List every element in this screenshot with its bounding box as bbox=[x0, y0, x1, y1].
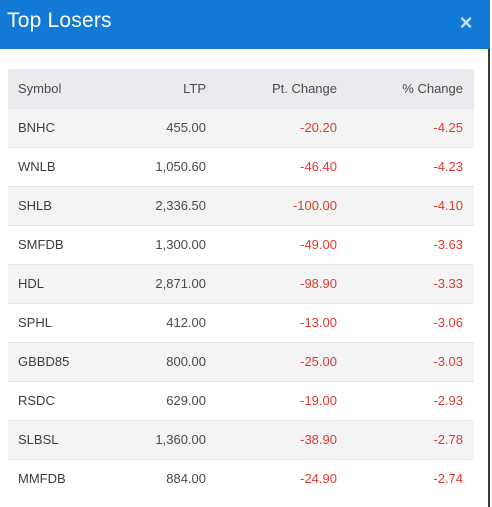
symbol-cell: RSDC bbox=[18, 393, 55, 408]
pct-change-cell: -3.33 bbox=[433, 276, 463, 291]
pct-change-cell: -3.03 bbox=[433, 354, 463, 369]
pt-change-cell: -13.00 bbox=[300, 315, 337, 330]
header-row: Symbol LTP Pt. Change % Change bbox=[8, 69, 474, 108]
column-header-pct-change[interactable]: % Change bbox=[402, 80, 463, 96]
symbol-cell: MMFDB bbox=[18, 471, 66, 487]
symbol-cell: SPHL bbox=[18, 315, 52, 330]
table-row[interactable]: SPHL 412.00 -13.00 -3.06 bbox=[8, 303, 474, 342]
pt-change-cell: -98.90 bbox=[300, 276, 337, 291]
table-row[interactable]: SHLB 2,336.50 -100.00 -4.10 bbox=[8, 186, 474, 225]
ltp-cell: 1,360.00 bbox=[155, 432, 206, 447]
symbol-cell: SHLB bbox=[18, 198, 52, 213]
symbol-cell: SLBSL bbox=[18, 432, 59, 447]
table-header: Symbol LTP Pt. Change % Change bbox=[8, 69, 474, 108]
symbol-cell: GBBD85 bbox=[18, 354, 70, 369]
ltp-cell: 629.00 bbox=[166, 393, 206, 408]
modal-title: Top Losers bbox=[7, 9, 112, 32]
pct-change-cell: -3.63 bbox=[433, 237, 463, 252]
ltp-cell: 1,300.00 bbox=[155, 237, 206, 252]
pct-change-cell: -2.78 bbox=[433, 432, 463, 447]
pt-change-cell: -100.00 bbox=[292, 198, 337, 213]
ltp-cell: 884.00 bbox=[166, 471, 206, 487]
pct-change-cell: -2.74 bbox=[433, 471, 463, 487]
symbol-cell: BNHC bbox=[18, 120, 55, 135]
table-row[interactable]: RSDC 629.00 -19.00 -2.93 bbox=[8, 381, 474, 420]
pt-change-cell: -38.90 bbox=[300, 432, 337, 447]
column-header-pt-change[interactable]: Pt. Change bbox=[271, 80, 337, 96]
close-icon[interactable]: × bbox=[459, 10, 473, 35]
symbol-cell: WNLB bbox=[18, 159, 56, 174]
table-row[interactable]: GBBD85 800.00 -25.00 -3.03 bbox=[8, 342, 474, 381]
pt-change-cell: -49.00 bbox=[300, 237, 337, 252]
ltp-cell: 800.00 bbox=[166, 354, 206, 369]
ltp-cell: 1,050.60 bbox=[155, 159, 206, 174]
pct-change-cell: -2.93 bbox=[433, 393, 463, 408]
pt-change-cell: -20.20 bbox=[300, 120, 337, 135]
column-header-ltp[interactable]: LTP bbox=[183, 80, 206, 96]
table-row[interactable]: HDL 2,871.00 -98.90 -3.33 bbox=[8, 264, 474, 303]
symbol-cell: SMFDB bbox=[18, 237, 64, 252]
pt-change-cell: -24.90 bbox=[300, 471, 337, 487]
losers-table-container: Symbol LTP Pt. Change % Change BNHC 455.0… bbox=[8, 69, 474, 498]
losers-table: Symbol LTP Pt. Change % Change BNHC 455.0… bbox=[8, 69, 474, 498]
pt-change-cell: -46.40 bbox=[300, 159, 337, 174]
table-body: BNHC 455.00 -20.20 -4.25 WNLB 1,050.60 -46.40 -… bbox=[8, 108, 474, 498]
pct-change-cell: -3.06 bbox=[433, 315, 463, 330]
pt-change-cell: -25.00 bbox=[300, 354, 337, 369]
pct-change-cell: -4.10 bbox=[433, 198, 463, 213]
pt-change-cell: -19.00 bbox=[300, 393, 337, 408]
ltp-cell: 2,336.50 bbox=[155, 198, 206, 213]
table-row[interactable]: SLBSL 1,360.00 -38.90 -2.78 bbox=[8, 420, 474, 459]
table-row[interactable]: MMFDB 884.00 -24.90 -2.74 bbox=[8, 459, 474, 498]
table-row[interactable]: SMFDB 1,300.00 -49.00 -3.63 bbox=[8, 225, 474, 264]
ltp-cell: 412.00 bbox=[166, 315, 206, 330]
pct-change-cell: -4.23 bbox=[433, 159, 463, 174]
symbol-cell: HDL bbox=[18, 276, 45, 291]
pct-change-cell: -4.25 bbox=[433, 120, 463, 135]
ltp-cell: 2,871.00 bbox=[155, 276, 206, 291]
modal-header: Top Losers × bbox=[0, 0, 490, 49]
table-row[interactable]: WNLB 1,050.60 -46.40 -4.23 bbox=[8, 147, 474, 186]
ltp-cell: 455.00 bbox=[166, 120, 206, 135]
table-row[interactable]: BNHC 455.00 -20.20 -4.25 bbox=[8, 108, 474, 147]
column-header-symbol[interactable]: Symbol bbox=[18, 80, 62, 96]
